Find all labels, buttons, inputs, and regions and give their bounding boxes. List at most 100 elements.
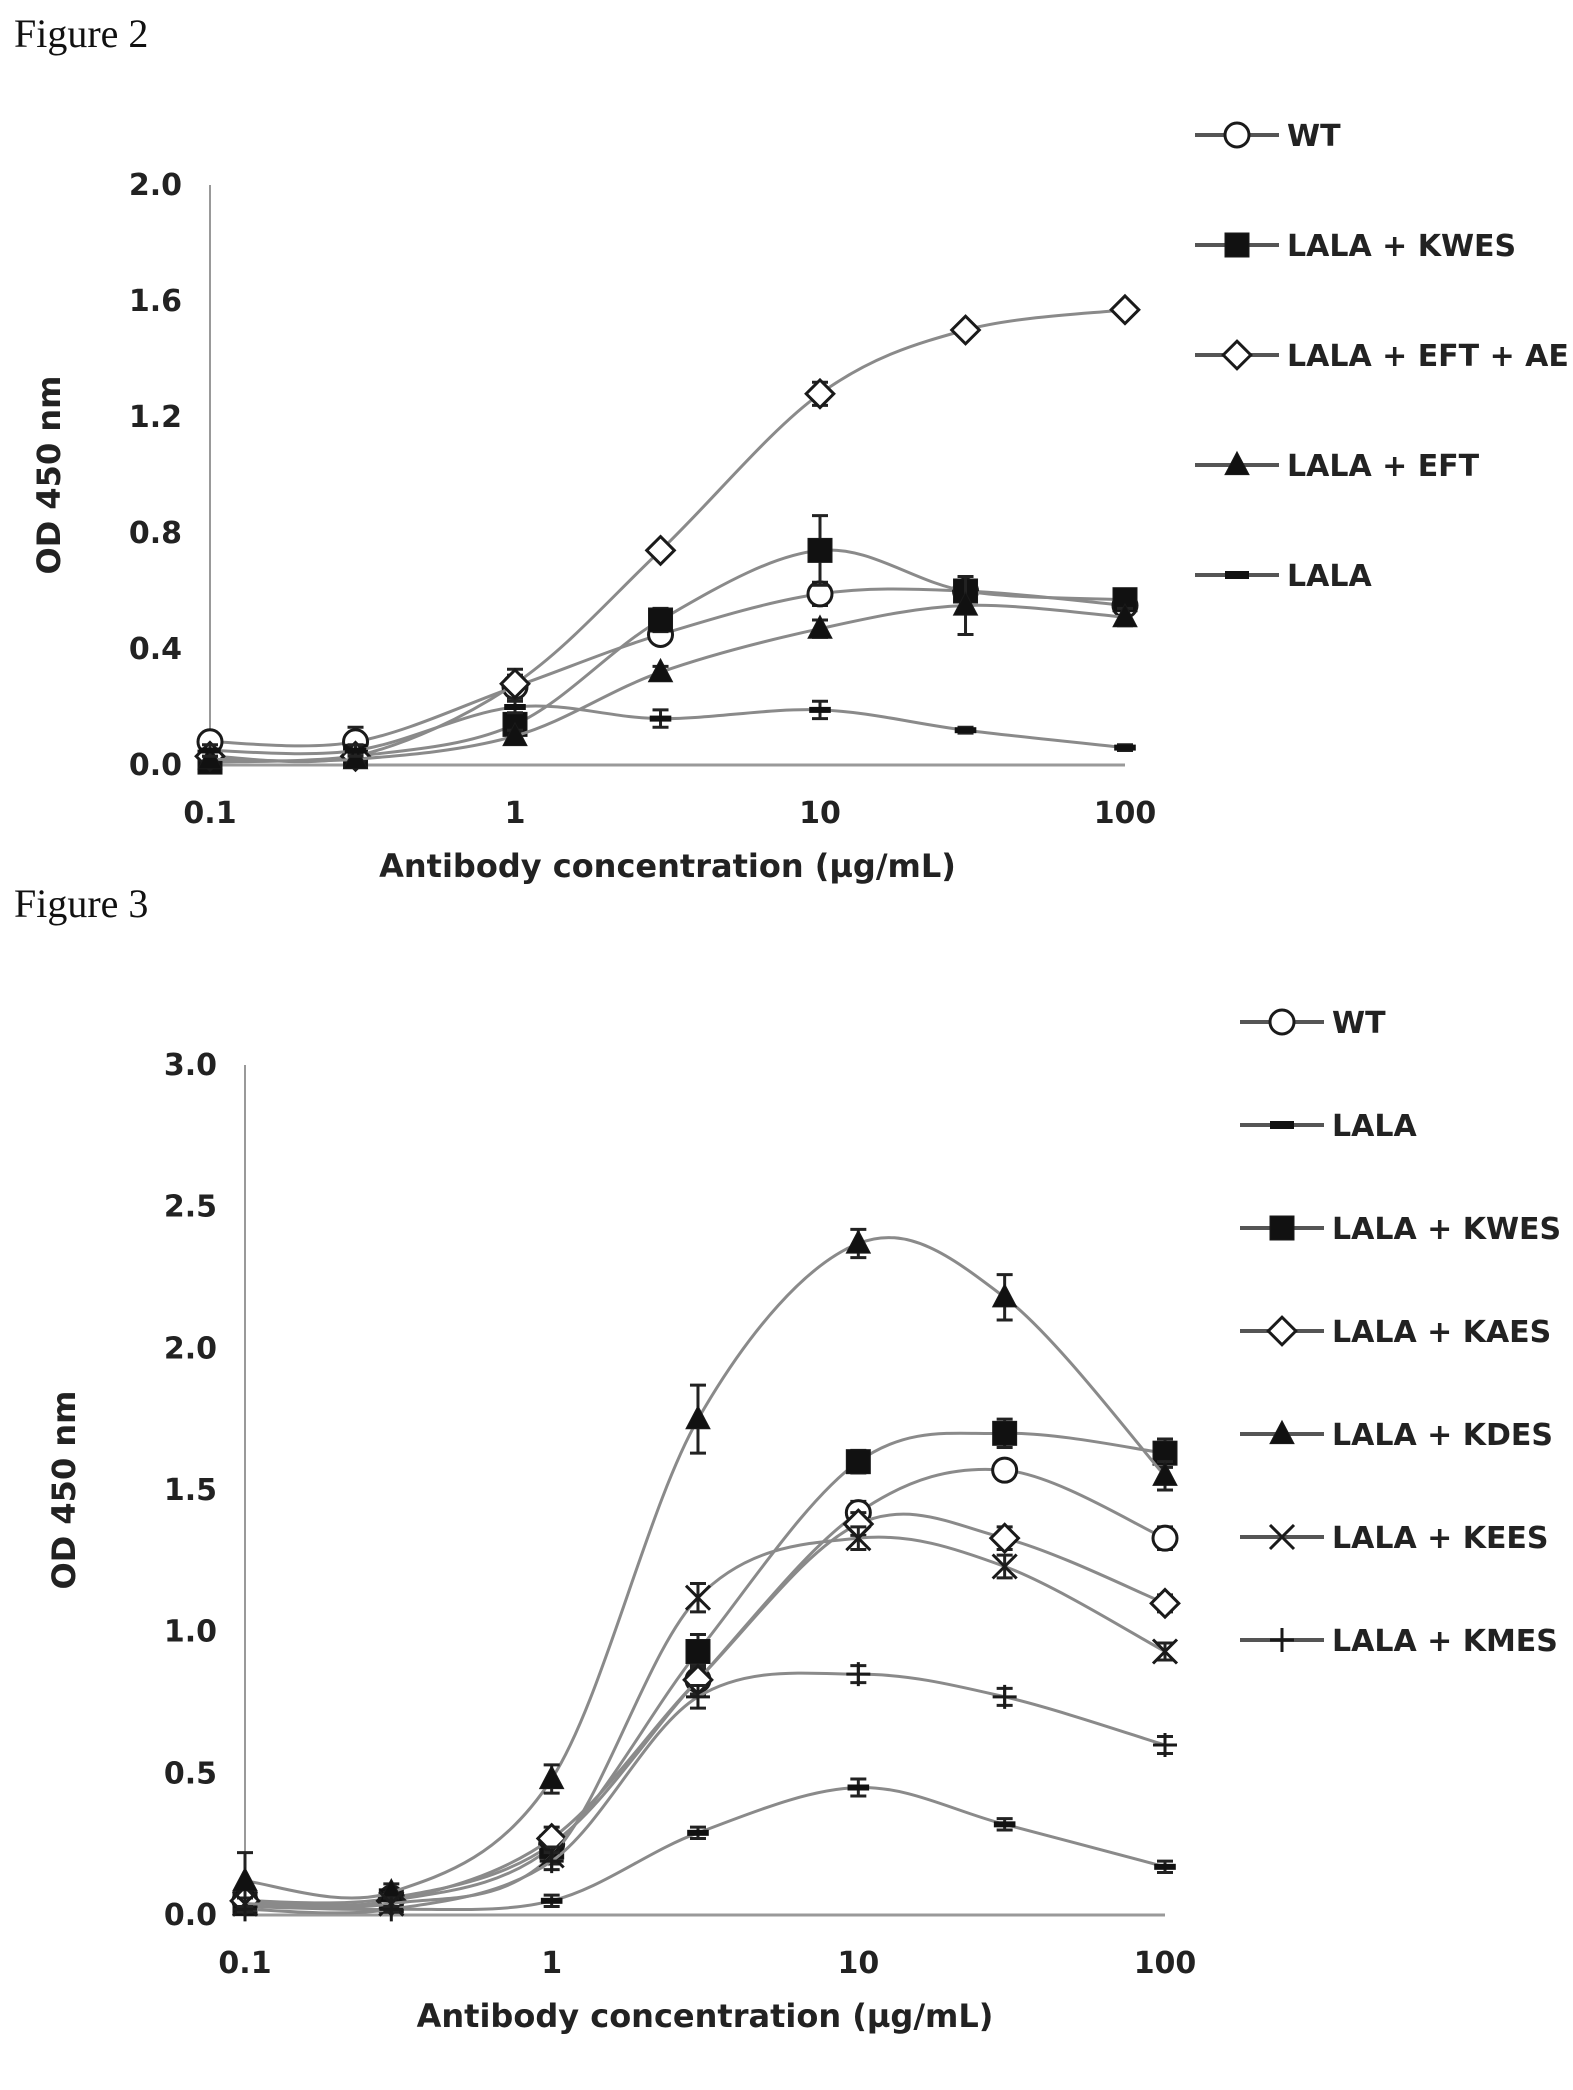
y-tick-label: 1.0 — [164, 1615, 217, 1650]
figure-3-label: Figure 3 — [14, 881, 149, 926]
figure-2-chart: 0.0 0.4 0.8 1.2 1.6 2.0 0.1 1 10 100 Antibody conc… — [30, 119, 1569, 885]
y-tick-label: 0.0 — [129, 748, 182, 783]
y-tick-label: 1.5 — [164, 1473, 217, 1508]
series-line-lala-kwes — [209, 548, 1126, 764]
legend-label: LALA + KAES — [1332, 1315, 1551, 1350]
data-point-lala-kdes — [232, 1866, 258, 1892]
legend-label: LALA + KMES — [1332, 1624, 1558, 1659]
series-lala-kees — [231, 1525, 1179, 1917]
x-tick-label: 100 — [1134, 1946, 1197, 1981]
series-lala — [234, 1777, 1176, 1914]
legend-label: WT — [1287, 119, 1341, 154]
legend-item-lala: LALA — [1195, 559, 1372, 594]
legend-marker — [1221, 339, 1253, 371]
data-point-lala-kmes — [992, 1684, 1017, 1709]
data-point-lala-kmes — [1153, 1733, 1177, 1757]
data-point-lala — [344, 747, 367, 754]
data-point-lala-kdes — [991, 1283, 1018, 1308]
legend-item-lala-eft-ae: LALA + EFT + AE — [1195, 339, 1569, 374]
data-point-lala-kdes — [845, 1229, 872, 1254]
data-point-lala — [649, 715, 672, 722]
data-point-lala — [809, 706, 831, 713]
legend-label: LALA + KWES — [1332, 1212, 1561, 1247]
x-tick-label: 10 — [799, 796, 841, 831]
data-point-lala — [199, 747, 221, 754]
data-point-lala — [954, 727, 977, 734]
legend-item-lala-kdes: LALA + KDES — [1240, 1418, 1553, 1453]
legend-label: LALA + EFT — [1287, 449, 1480, 484]
series-lala-kdes — [232, 1227, 1178, 1911]
y-tick-label: 2.0 — [129, 168, 182, 203]
data-point-lala-kwes — [807, 537, 833, 563]
data-point-lala-kaes — [1149, 1587, 1181, 1620]
y-axis-title: OD 450 nm — [45, 1391, 83, 1590]
legend-item-lala-kees: LALA + KEES — [1240, 1521, 1549, 1556]
series-line-lala-eft-ae — [209, 308, 1126, 764]
data-point-lala-kmes — [539, 1849, 564, 1874]
data-point-lala-kdes — [1152, 1461, 1178, 1486]
series-lala — [199, 699, 1136, 758]
data-point-lala-eft-ae — [644, 534, 677, 567]
legend-label: LALA + KWES — [1287, 229, 1516, 264]
y-tick-label: 2.5 — [164, 1190, 217, 1225]
data-point-lala-kdes — [685, 1404, 711, 1430]
data-point-lala-eft — [502, 721, 528, 747]
x-axis-title: Antibody concentration (µg/mL) — [379, 847, 956, 885]
data-point-lala-kwes — [648, 607, 674, 633]
x-tick-label: 1 — [505, 796, 526, 831]
y-tick-label: 3.0 — [164, 1048, 217, 1083]
legend-marker — [1270, 1121, 1294, 1129]
data-point-lala-kmes — [846, 1662, 871, 1687]
data-point-lala-kwes — [992, 1420, 1018, 1446]
x-axis-title: Antibody concentration (µg/mL) — [417, 1997, 994, 2035]
data-point-lala-eft-ae — [949, 314, 982, 346]
legend-item-lala-kwes: LALA + KWES — [1195, 229, 1516, 264]
x-tick-label: 10 — [837, 1946, 879, 1981]
data-point-lala — [687, 1829, 709, 1836]
data-point-lala-kees — [991, 1553, 1018, 1580]
series-lala-eft-ae — [194, 293, 1141, 773]
legend-item-lala-kwes: LALA + KWES — [1240, 1212, 1561, 1247]
data-point-lala-kmes — [379, 1897, 404, 1922]
y-tick-label: 0.4 — [129, 632, 182, 667]
legend-marker — [1268, 1008, 1296, 1036]
x-tick-label: 0.1 — [183, 796, 236, 831]
legend-item-wt: WT — [1195, 119, 1341, 154]
data-point-lala-kaes — [988, 1522, 1021, 1555]
data-point-lala — [504, 704, 526, 710]
data-point-lala-kwes — [845, 1449, 871, 1475]
series-line-lala-kdes — [244, 1236, 1167, 1900]
data-point-lala-eft — [647, 657, 674, 683]
data-point-lala — [993, 1821, 1016, 1828]
data-point-lala-eft-ae — [499, 667, 531, 700]
figure-3-chart: 0.0 0.5 1.0 1.5 2.0 2.5 3.0 0.1 1 10 100 Antibody c… — [45, 1006, 1561, 2035]
legend-item-lala-kaes: LALA + KAES — [1240, 1315, 1551, 1350]
legend-marker — [1269, 1419, 1295, 1445]
legend-label: LALA + EFT + AE — [1287, 339, 1569, 374]
y-tick-label: 1.2 — [129, 400, 182, 435]
data-point-lala-eft — [952, 591, 979, 616]
x-tick-label: 1 — [541, 1946, 562, 1981]
legend-item-wt: WT — [1240, 1006, 1386, 1041]
data-point-lala-kees — [684, 1584, 712, 1611]
legend-item-lala-eft: LALA + EFT — [1195, 449, 1480, 484]
legend-label: LALA — [1332, 1109, 1417, 1144]
data-point-lala — [1114, 744, 1136, 751]
series-lala-kmes — [233, 1662, 1177, 1922]
figure-2-label: Figure 2 — [14, 11, 149, 56]
legend-label: LALA + KDES — [1332, 1418, 1553, 1453]
legend-label: WT — [1332, 1006, 1386, 1041]
series-line-lala-kaes — [244, 1512, 1166, 1907]
legend-item-lala: LALA — [1240, 1109, 1417, 1144]
data-point-lala-kees — [1151, 1638, 1179, 1665]
legend-marker — [1224, 232, 1250, 258]
y-tick-label: 0.5 — [164, 1756, 217, 1791]
legend-marker — [1270, 1628, 1294, 1652]
legend-label: LALA — [1287, 559, 1372, 594]
legend-marker — [1225, 571, 1249, 579]
data-point-lala — [540, 1897, 563, 1904]
data-point-wt — [1151, 1524, 1179, 1552]
legend-marker — [1269, 1215, 1295, 1241]
legend-item-lala-kmes: LALA + KMES — [1240, 1624, 1558, 1659]
data-point-lala-eft-ae — [1109, 293, 1141, 326]
